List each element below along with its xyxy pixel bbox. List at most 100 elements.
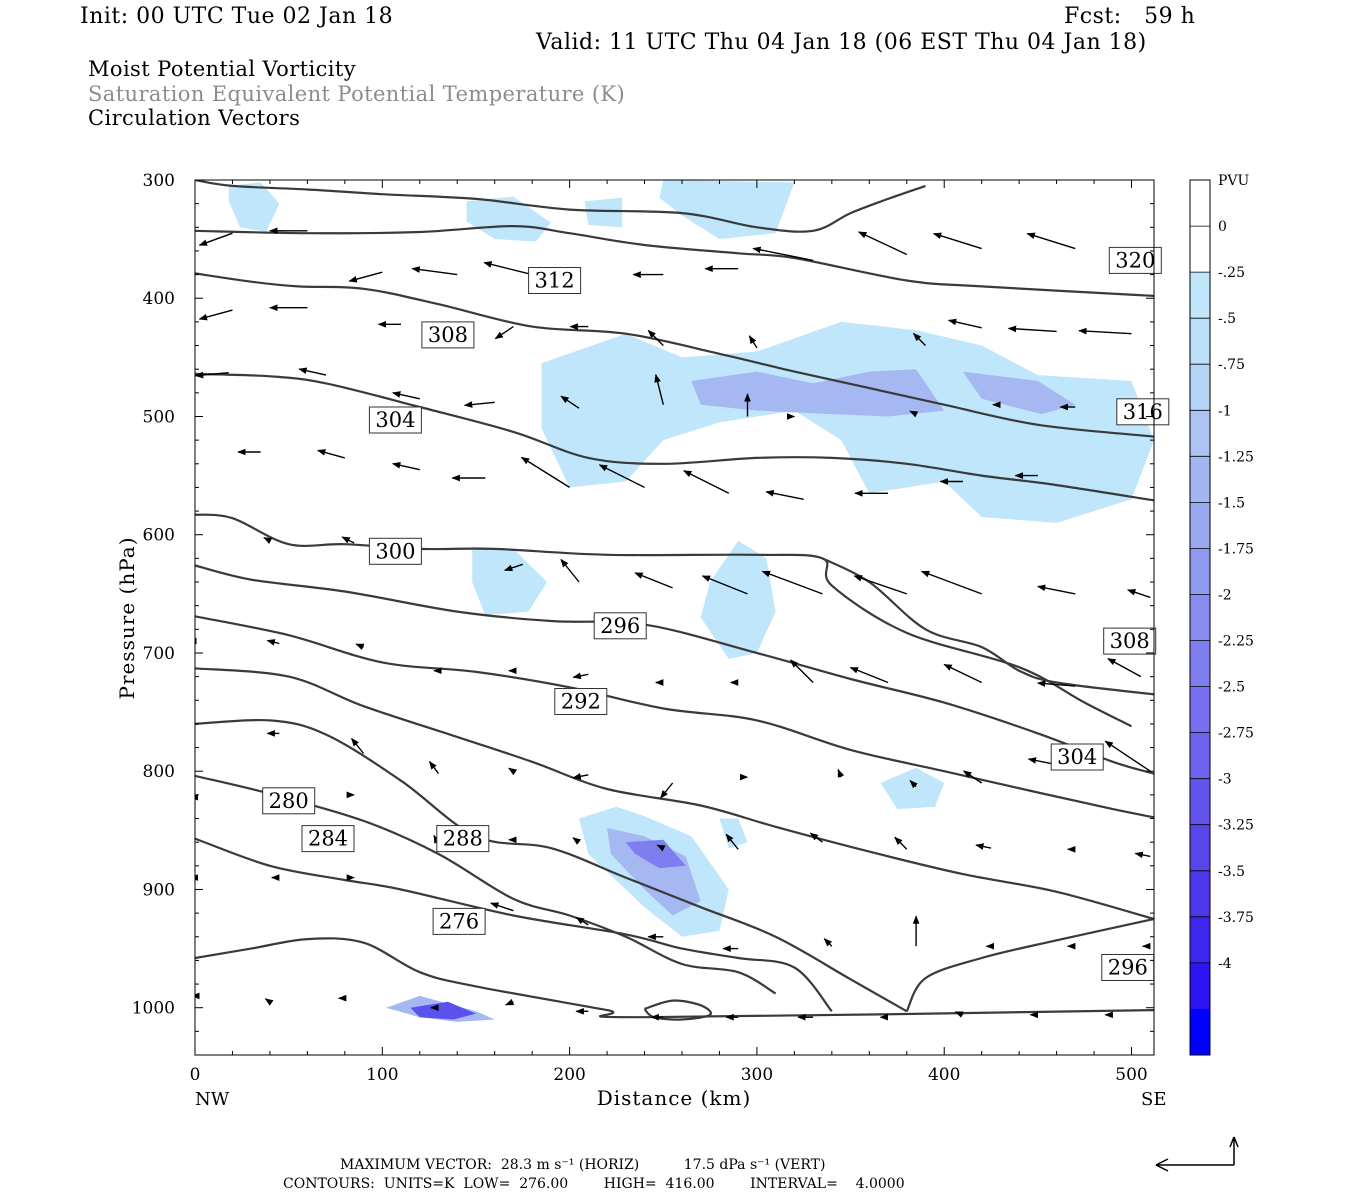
x-axis-title: Distance (km) xyxy=(597,1086,752,1110)
colorbar-level-label: 0 xyxy=(1218,219,1227,235)
colorbar-swatch xyxy=(1190,364,1210,411)
circulation-vector xyxy=(790,659,814,683)
contour-line-4 xyxy=(195,564,1154,775)
init-time: Init: 00 UTC Tue 02 Jan 18 xyxy=(80,4,394,29)
axes: 300 400 500 600 700 800 900 1000 0 100 200 300 400 50… xyxy=(132,171,1154,1085)
y-tick-label: 300 xyxy=(143,171,175,191)
pv-region-1 xyxy=(466,196,551,242)
contour-label: 304 xyxy=(368,406,422,434)
valid-time: Valid: 11 UTC Thu 04 Jan 18 (06 EST Thu … xyxy=(536,30,1147,55)
circulation-vector xyxy=(656,844,666,852)
circulation-vector xyxy=(761,570,823,595)
circulation-vector xyxy=(263,536,273,544)
contour-labels: 312 308 304 300 296 292 288 284 280 276 320 316 308 3… xyxy=(262,246,1170,981)
circulation-vector xyxy=(195,371,229,379)
max-vector-note: MAXIMUM VECTOR: 28.3 m s⁻¹ (HORIZ) 17.5 … xyxy=(340,1157,826,1173)
contour-line-7 xyxy=(195,718,908,1013)
contour-label: 296 xyxy=(593,612,647,640)
circulation-vector xyxy=(1107,657,1142,678)
pv-region-4 xyxy=(541,321,1154,523)
svg-text:296: 296 xyxy=(1108,956,1148,980)
colorbar-level-label: -2 xyxy=(1218,588,1232,604)
circulation-vector xyxy=(575,916,589,926)
circulation-vector xyxy=(654,373,664,405)
field-title-theta-es: Saturation Equivalent Potential Temperat… xyxy=(88,82,626,106)
colorbar-swatch xyxy=(1190,824,1210,872)
contour-line-0 xyxy=(195,224,1154,297)
contour-line-13 xyxy=(822,557,1154,696)
colorbar-level-label: -2.25 xyxy=(1218,634,1254,650)
svg-text:300: 300 xyxy=(375,539,415,563)
colorbar-swatch xyxy=(1190,778,1210,826)
circulation-vector xyxy=(858,231,908,256)
pv-region-2 xyxy=(584,197,623,228)
colorbar-label: PVU xyxy=(1218,173,1250,189)
colorbar-swatch xyxy=(1190,502,1210,549)
circulation-vector xyxy=(853,575,908,595)
x-tick-label: 400 xyxy=(928,1065,960,1085)
contour-label: 308 xyxy=(421,321,475,349)
contour-label: 312 xyxy=(528,267,582,294)
svg-text:304: 304 xyxy=(1057,745,1097,769)
pv-region-8 xyxy=(700,540,776,659)
svg-text:308: 308 xyxy=(1110,629,1150,653)
circulation-vector xyxy=(912,332,926,346)
pv-region-9 xyxy=(880,767,945,810)
pv-region-15 xyxy=(410,1001,476,1020)
colorbar-swatch xyxy=(1190,870,1210,918)
y-tick-label: 600 xyxy=(143,526,175,546)
circulation-vector xyxy=(943,663,983,684)
colorbar-level-label: -1 xyxy=(1218,403,1232,419)
contour-line-5 xyxy=(195,615,1154,819)
circulation-vector xyxy=(298,367,327,376)
field-title-vectors: Circulation Vectors xyxy=(88,106,301,130)
circulation-vector xyxy=(198,309,233,321)
circulation-vector xyxy=(391,391,420,400)
circulation-vector xyxy=(748,335,758,349)
circulation-vector xyxy=(505,998,515,1006)
colorbar-swatch xyxy=(1190,732,1210,780)
svg-text:320: 320 xyxy=(1115,248,1155,272)
pv-region-7 xyxy=(472,546,548,616)
contour-label: 308 xyxy=(1103,627,1157,655)
svg-text:284: 284 xyxy=(308,827,348,851)
circulation-vector xyxy=(351,737,365,754)
contour-line-2 xyxy=(195,372,1154,502)
circulation-vector xyxy=(701,575,748,595)
colorbar-swatch xyxy=(1190,226,1210,273)
pv-region-0 xyxy=(228,182,280,232)
contour-label: 304 xyxy=(1050,743,1104,771)
colorbar-swatch xyxy=(1190,962,1210,1010)
circulation-vector xyxy=(1104,740,1151,772)
pv-region-11 xyxy=(607,828,701,916)
circulation-vector xyxy=(954,1011,964,1018)
circulation-vector xyxy=(725,833,739,850)
colorbar-swatch xyxy=(1190,640,1210,688)
pv-region-5 xyxy=(691,369,945,417)
circulation-vector xyxy=(1078,327,1132,335)
svg-text:308: 308 xyxy=(428,323,468,347)
x-left-label: NW xyxy=(195,1089,230,1110)
colorbar-level-label: -1.75 xyxy=(1218,541,1254,557)
contour-label: 300 xyxy=(368,537,422,565)
circulation-vector xyxy=(975,843,992,850)
colorbar-swatch xyxy=(1190,410,1210,457)
circulation-vector xyxy=(560,558,580,583)
circulation-vector xyxy=(504,563,524,572)
circulation-vector xyxy=(560,395,580,409)
circulation-vector xyxy=(909,780,918,789)
circulation-vector xyxy=(849,666,889,684)
circulation-vector xyxy=(195,730,196,737)
circulation-vector xyxy=(490,902,514,912)
contour-line-12 xyxy=(905,917,1154,1012)
contour-label: 292 xyxy=(554,688,608,715)
colorbar-level-label: -3.5 xyxy=(1218,864,1245,880)
svg-text:276: 276 xyxy=(439,909,479,933)
circulation-vector xyxy=(348,271,383,283)
x-right-label: SE xyxy=(1141,1089,1166,1110)
contour-line-6 xyxy=(195,667,1154,921)
colorbar-level-label: -3.75 xyxy=(1218,910,1254,926)
circulation-vectors xyxy=(195,227,1151,1021)
svg-text:292: 292 xyxy=(561,690,601,714)
colorbar-level-label: -.25 xyxy=(1218,265,1245,281)
